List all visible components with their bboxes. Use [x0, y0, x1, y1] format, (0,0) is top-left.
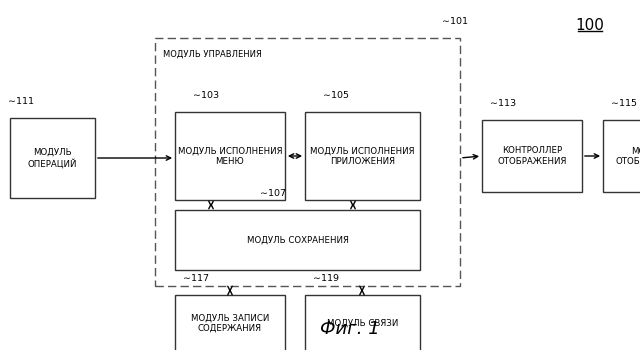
Bar: [175, 210, 420, 270]
Text: МОДУЛЬ ЗАПИСИ
СОДЕРЖАНИЯ: МОДУЛЬ ЗАПИСИ СОДЕРЖАНИЯ: [191, 313, 269, 333]
Text: ∼115: ∼115: [611, 99, 637, 108]
Bar: [155, 38, 460, 286]
Text: ∼101: ∼101: [442, 17, 468, 26]
Text: ∼113: ∼113: [490, 99, 516, 108]
Text: МОДУЛЬ
ОТОБРАЖЕНИЯ: МОДУЛЬ ОТОБРАЖЕНИЯ: [616, 146, 640, 166]
Bar: [10, 118, 95, 198]
Text: МОДУЛЬ
ОПЕРАЦИЙ: МОДУЛЬ ОПЕРАЦИЙ: [28, 148, 77, 168]
Text: ∼103: ∼103: [193, 91, 219, 100]
Text: ∼107: ∼107: [260, 189, 286, 198]
Text: МОДУЛЬ СВЯЗИ: МОДУЛЬ СВЯЗИ: [327, 318, 398, 328]
Bar: [305, 112, 420, 200]
Text: КОНТРОЛЛЕР
ОТОБРАЖЕНИЯ: КОНТРОЛЛЕР ОТОБРАЖЕНИЯ: [497, 146, 566, 166]
Bar: [603, 120, 640, 192]
Text: ∼111: ∼111: [8, 97, 34, 106]
Bar: [175, 112, 285, 200]
Text: ∼119: ∼119: [313, 274, 339, 283]
Text: 100: 100: [575, 18, 604, 33]
Bar: [482, 120, 582, 192]
Text: МОДУЛЬ УПРАВЛЕНИЯ: МОДУЛЬ УПРАВЛЕНИЯ: [163, 49, 262, 58]
Bar: [305, 295, 420, 350]
Bar: [175, 295, 285, 350]
Text: МОДУЛЬ ИСПОЛНЕНИЯ
МЕНЮ: МОДУЛЬ ИСПОЛНЕНИЯ МЕНЮ: [178, 146, 282, 166]
Text: МОДУЛЬ СОХРАНЕНИЯ: МОДУЛЬ СОХРАНЕНИЯ: [246, 236, 348, 245]
Text: ∼105: ∼105: [323, 91, 349, 100]
Text: Фиг. 1: Фиг. 1: [320, 320, 380, 338]
Text: МОДУЛЬ ИСПОЛНЕНИЯ
ПРИЛОЖЕНИЯ: МОДУЛЬ ИСПОЛНЕНИЯ ПРИЛОЖЕНИЯ: [310, 146, 415, 166]
Text: ∼117: ∼117: [183, 274, 209, 283]
